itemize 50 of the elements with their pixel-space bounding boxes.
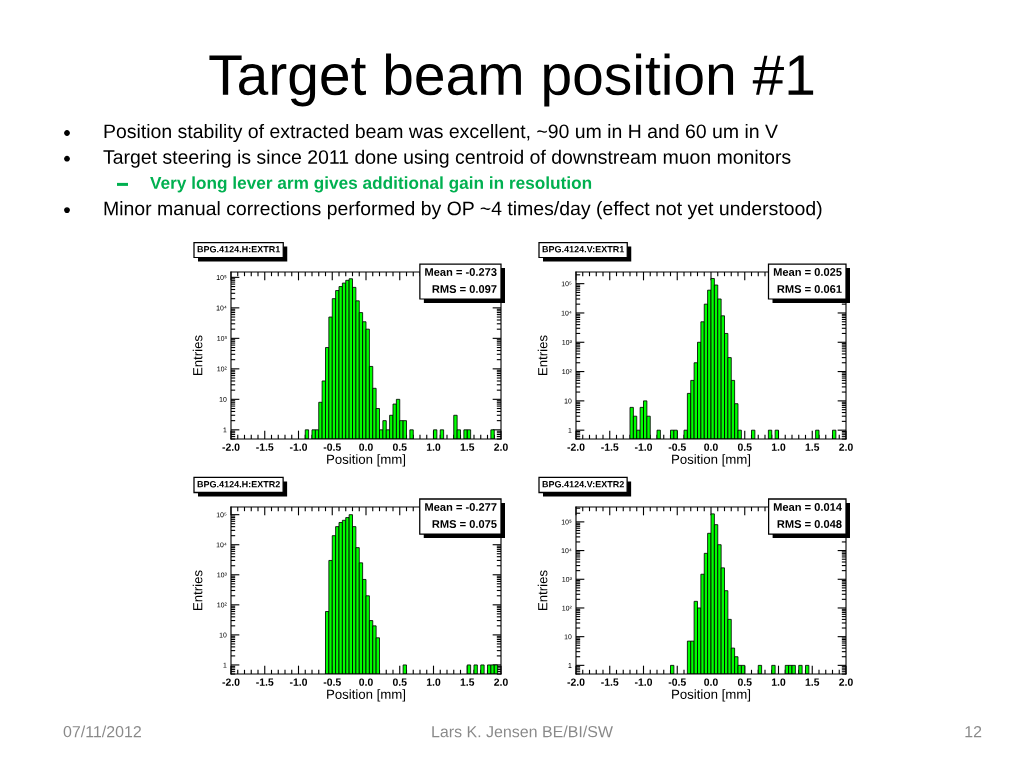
text: Minor manual corrections performed by OP ~4 times/day (effect not yet understood) — [104, 201, 822, 220]
x-tick-label: -1.0 — [634, 443, 653, 451]
x-tick-label: 1.5 — [460, 678, 475, 686]
x-tick-label: 0.0 — [704, 678, 718, 686]
text: Position stability of extracted beam was excellent, ~90 um in H and 60 um in V — [104, 123, 778, 143]
x-tick-label: 0.0 — [704, 443, 718, 451]
chart-title: BPG.4124.V:EXTR2 — [542, 481, 624, 488]
x-axis-title: Position [mm] — [327, 689, 406, 702]
x-tick-label: -1.5 — [601, 678, 619, 686]
x-tick-label: 0.5 — [737, 443, 752, 451]
annotation: RMS = 0.048 — [777, 520, 842, 528]
x-tick-label: 1.0 — [771, 678, 786, 686]
x-tick-label: -1.0 — [289, 678, 308, 686]
annotation: Mean = 0.025 — [773, 268, 842, 276]
x-tick-label: -2.0 — [567, 443, 585, 451]
x-tick-label: 2.0 — [839, 678, 853, 686]
x-tick-label: -2.0 — [567, 678, 585, 686]
y-axis-title: Entries — [192, 570, 203, 610]
y-axis-title: Entries — [537, 335, 548, 375]
x-axis-title: Position [mm] — [672, 454, 751, 467]
chart-title: BPG.4124.V:EXTR1 — [542, 246, 625, 253]
x-tick-label: 1.0 — [426, 678, 441, 686]
text: 12 — [965, 725, 982, 738]
annotation: RMS = 0.075 — [432, 520, 497, 528]
text: Target steering is since 2011 done using centroid of downstream muon monitors — [103, 149, 791, 168]
text: Very long lever arm gives additional gain in resolution — [150, 176, 592, 193]
x-tick-label: -1.5 — [601, 443, 619, 451]
x-tick-label: 2.0 — [494, 678, 508, 686]
x-tick-label: 1.5 — [805, 443, 820, 451]
x-tick-label: 0.0 — [359, 678, 373, 686]
x-tick-label: -2.0 — [222, 678, 240, 686]
x-tick-label: 1.5 — [805, 678, 820, 686]
x-tick-label: 0.5 — [392, 678, 407, 686]
text: 07/11/2012 — [63, 725, 141, 738]
x-tick-label: 2.0 — [839, 443, 853, 451]
annotation: Mean = -0.277 — [425, 503, 497, 511]
text: Target beam position #1 — [209, 53, 814, 107]
x-axis-title: Position [mm] — [672, 689, 751, 702]
annotation: Mean = 0.014 — [773, 503, 842, 511]
x-tick-label: -1.0 — [634, 678, 653, 686]
x-tick-label: 0.5 — [737, 678, 752, 686]
x-tick-label: -0.5 — [323, 678, 341, 686]
x-tick-label: -0.5 — [668, 443, 686, 451]
text: Lars K. Jensen BE/BI/SW — [432, 725, 613, 738]
x-tick-label: -0.5 — [668, 678, 686, 686]
x-tick-label: 1.0 — [771, 443, 786, 451]
y-axis-title: Entries — [537, 570, 548, 610]
chart-title: BPG.4124.H:EXTR2 — [197, 481, 280, 488]
x-tick-label: -1.5 — [256, 678, 274, 686]
annotation: RMS = 0.061 — [777, 285, 842, 293]
